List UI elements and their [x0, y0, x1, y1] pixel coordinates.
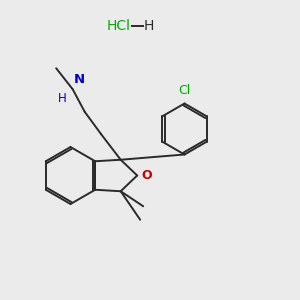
- Text: H: H: [58, 92, 67, 105]
- Text: N: N: [74, 73, 85, 86]
- Text: Cl: Cl: [178, 84, 190, 97]
- Text: O: O: [142, 169, 152, 182]
- Text: H: H: [144, 19, 154, 32]
- Text: HCl: HCl: [106, 19, 130, 32]
